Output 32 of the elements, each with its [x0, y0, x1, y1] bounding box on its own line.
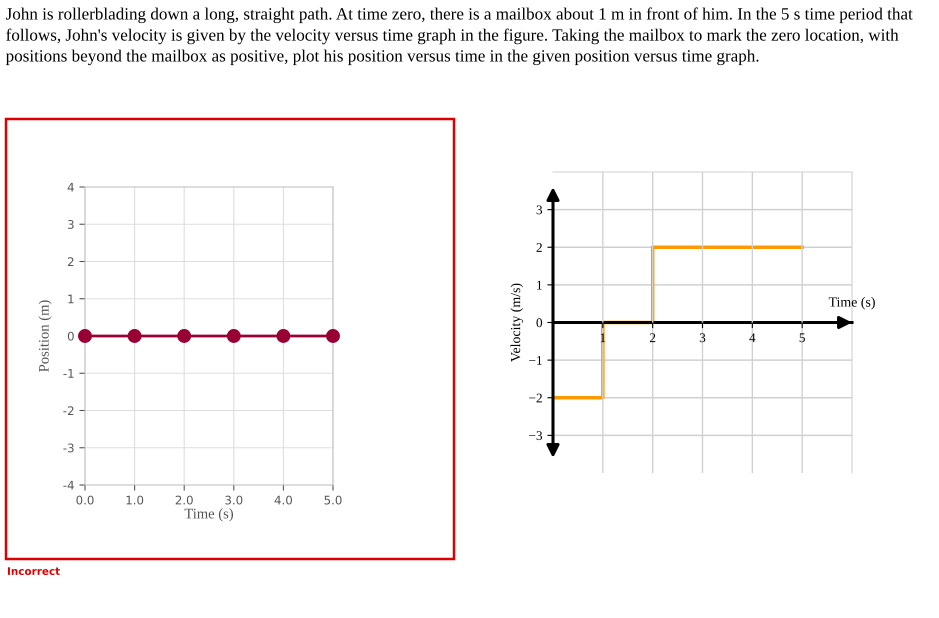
x-tick-label: 3.0: [225, 496, 242, 505]
y-tick-label: -2: [63, 406, 74, 415]
y-tick-label: 3: [536, 205, 542, 214]
x-tick-label: 3: [700, 333, 706, 342]
y-tick-label: 3: [68, 220, 74, 229]
x-axis-title: Time (s): [184, 508, 234, 522]
y-axis-title: Position (m): [38, 300, 52, 372]
x-tick-label: 5.0: [324, 496, 342, 505]
x-tick-label: 1.0: [126, 496, 144, 505]
x-tick-label: 4.0: [274, 496, 292, 505]
y-tick-label: 1: [537, 280, 542, 290]
y-tick-label: −1: [529, 356, 542, 365]
y-tick-label: 1: [68, 294, 74, 304]
y-tick-label: 4: [68, 182, 74, 192]
y-tick-label: -1: [63, 369, 74, 378]
x-axis-title: Time (s): [828, 296, 875, 310]
x-tick-label: 2.0: [176, 496, 193, 505]
x-tick-label: 4: [749, 333, 756, 342]
y-tick-label: -4: [63, 480, 74, 490]
y-tick-label: 2: [68, 257, 74, 266]
text: John is rollerblading down a long, straight path. At time zero, there is a mailbox about 1 m in front of him. In the 5 s time period that follows, John's velocity is given by the velocity versus time graph in the figure. Taking the mailbox to mark the zero location, with positions beyond the mailbox as positive, plot his position versus time in the given position versus time graph.: [6, 7, 913, 66]
y-tick-label: −3: [529, 431, 542, 440]
y-tick-label: 0: [68, 332, 74, 341]
x-tick-label: 5: [800, 333, 805, 342]
y-axis-title: Velocity (m/s): [510, 284, 524, 362]
x-tick-label: 2: [650, 333, 656, 342]
y-tick-label: 0: [536, 318, 542, 328]
text: Incorrect: [8, 567, 60, 576]
y-tick-label: 2: [536, 243, 542, 252]
x-tick-label: 0.0: [76, 496, 94, 505]
y-tick-label: −2: [529, 394, 542, 402]
y-tick-label: -3: [63, 443, 74, 452]
